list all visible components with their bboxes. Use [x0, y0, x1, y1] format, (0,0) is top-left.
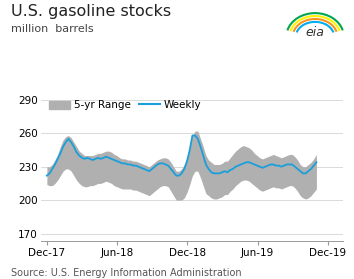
Text: eia: eia	[306, 25, 325, 39]
Legend: 5-yr Range, Weekly: 5-yr Range, Weekly	[49, 100, 202, 110]
Text: U.S. gasoline stocks: U.S. gasoline stocks	[11, 4, 171, 19]
Text: Source: U.S. Energy Information Administration: Source: U.S. Energy Information Administ…	[11, 268, 241, 278]
Text: million  barrels: million barrels	[11, 24, 93, 34]
